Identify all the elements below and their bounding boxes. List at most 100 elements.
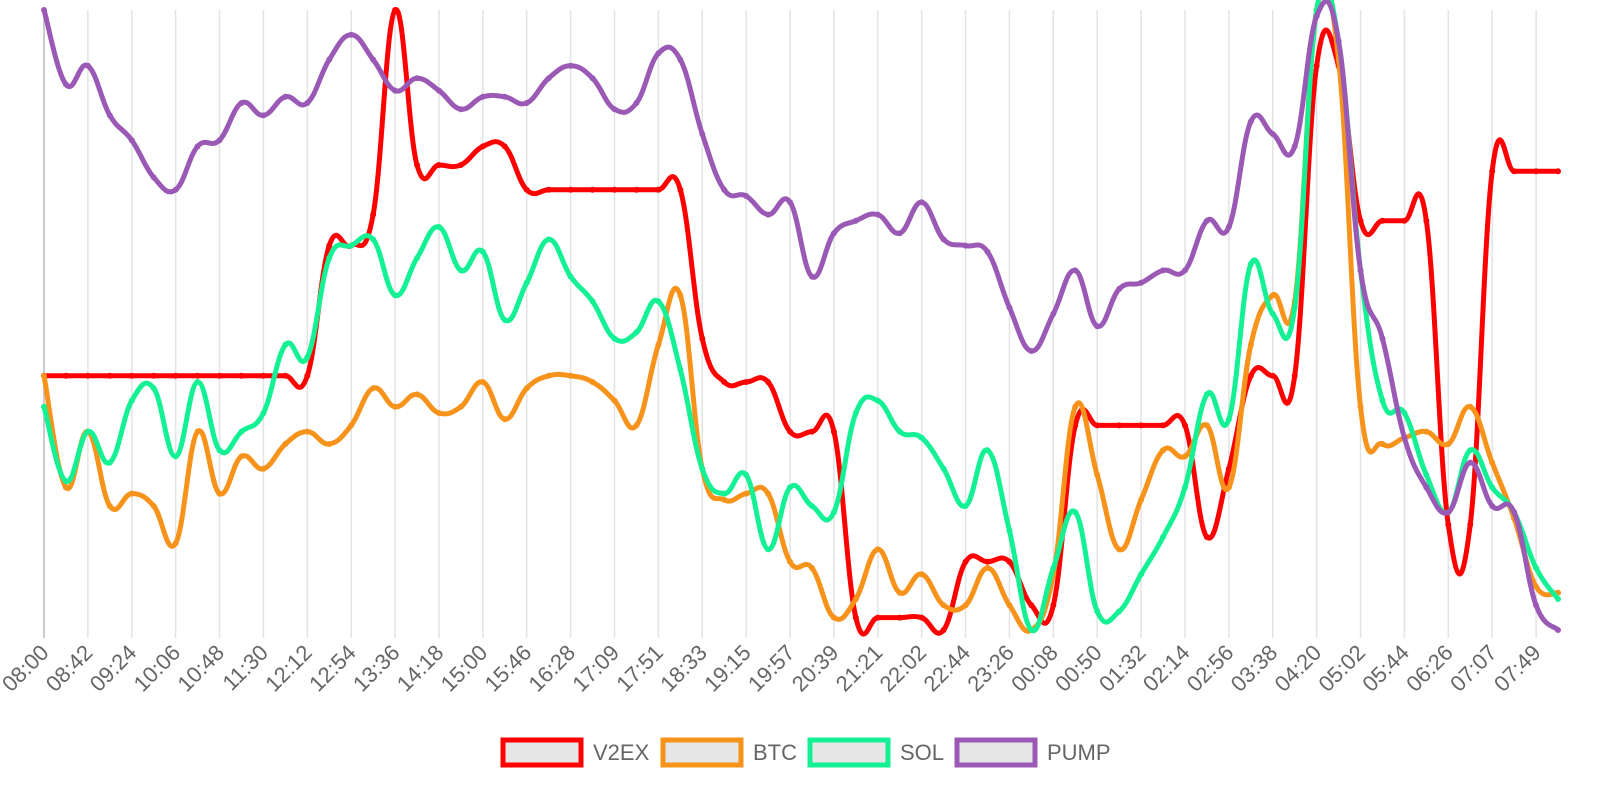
data-point: [787, 558, 794, 565]
x-tick-label: 06:26: [1401, 640, 1458, 697]
data-point: [370, 211, 377, 218]
data-point: [984, 248, 991, 255]
data-point: [1094, 472, 1101, 478]
data-point: [1423, 217, 1430, 224]
data-point: [1094, 422, 1101, 429]
data-point: [216, 372, 223, 379]
data-point: [962, 602, 969, 609]
data-point: [84, 428, 91, 435]
data-point: [1489, 484, 1496, 491]
data-point: [1181, 453, 1188, 460]
data-point: [128, 137, 135, 144]
x-tick-label: 13:36: [348, 640, 405, 697]
series-line: [41, 0, 1559, 634]
data-point: [523, 186, 530, 193]
data-point: [984, 565, 991, 571]
data-point: [62, 478, 69, 485]
data-point: [852, 410, 859, 416]
legend-swatch: [807, 737, 891, 768]
data-point: [1160, 422, 1167, 429]
data-point: [392, 292, 399, 299]
x-tick-label: 23:26: [962, 640, 1019, 697]
data-point: [787, 428, 794, 435]
data-point: [216, 137, 223, 144]
data-point: [545, 75, 552, 82]
data-point: [435, 410, 442, 416]
data-point: [1357, 403, 1364, 410]
x-tick-label: 05:02: [1313, 640, 1370, 697]
data-point: [304, 354, 311, 361]
data-point: [874, 397, 881, 404]
x-tick-label: 02:14: [1138, 640, 1195, 697]
data-point: [743, 379, 750, 385]
data-point: [150, 174, 157, 181]
data-point: [721, 186, 728, 193]
x-tick-label: 17:09: [567, 640, 624, 697]
data-point: [326, 56, 333, 63]
data-point: [326, 441, 333, 447]
data-point: [1006, 558, 1013, 565]
data-point: [260, 410, 267, 416]
data-point: [304, 100, 311, 106]
data-point: [918, 571, 925, 578]
legend: V2EX BTC SOL PUMP: [500, 737, 1111, 768]
data-point: [1489, 459, 1496, 466]
x-tick-label: 19:57: [743, 640, 800, 697]
x-tick-label: 22:02: [875, 640, 932, 697]
data-point: [1050, 310, 1057, 317]
data-point: [1467, 521, 1474, 528]
data-point: [435, 162, 442, 168]
data-point: [1138, 422, 1145, 429]
data-point: [1006, 527, 1013, 534]
x-tick-label: 07:07: [1445, 640, 1502, 697]
data-point: [1423, 428, 1430, 435]
data-point: [348, 422, 355, 429]
data-point: [1401, 434, 1408, 441]
data-point: [874, 211, 881, 218]
data-point: [282, 93, 289, 100]
x-tick-label: 21:21: [831, 640, 888, 697]
data-point: [874, 614, 881, 621]
data-point: [41, 7, 47, 13]
data-point: [677, 292, 684, 299]
data-point: [984, 447, 991, 454]
x-tick-label: 12:12: [260, 640, 317, 697]
data-point: [852, 217, 859, 224]
data-point: [1357, 267, 1364, 274]
data-point: [633, 100, 640, 106]
data-point: [1203, 391, 1210, 398]
data-point: [392, 403, 399, 410]
data-point: [1028, 627, 1035, 633]
x-tick-label: 15:46: [480, 640, 537, 697]
data-point: [435, 224, 442, 230]
data-point: [260, 372, 267, 379]
x-tick-label: 10:06: [129, 640, 186, 697]
data-point: [194, 372, 201, 379]
data-point: [655, 50, 662, 57]
x-tick-label: 02:56: [1182, 640, 1239, 697]
data-point: [1050, 565, 1057, 571]
data-point: [392, 87, 399, 94]
data-point: [479, 93, 486, 100]
data-point: [940, 465, 947, 472]
data-point: [962, 503, 969, 509]
data-point: [765, 379, 772, 385]
data-point: [918, 199, 925, 206]
x-tick-label: 20:39: [787, 640, 844, 697]
data-point: [699, 131, 706, 137]
data-point: [984, 558, 991, 565]
data-point: [282, 341, 289, 348]
series-line: [41, 0, 1561, 634]
data-point: [567, 273, 574, 280]
data-point: [787, 484, 794, 491]
data-point: [1401, 410, 1408, 416]
data-point: [1116, 546, 1123, 553]
data-point: [1072, 509, 1079, 516]
data-point: [1401, 217, 1408, 224]
data-point: [1291, 143, 1298, 150]
data-point: [1203, 217, 1210, 224]
data-point: [1379, 441, 1386, 447]
data-point: [1467, 447, 1474, 454]
data-point: [567, 62, 574, 69]
